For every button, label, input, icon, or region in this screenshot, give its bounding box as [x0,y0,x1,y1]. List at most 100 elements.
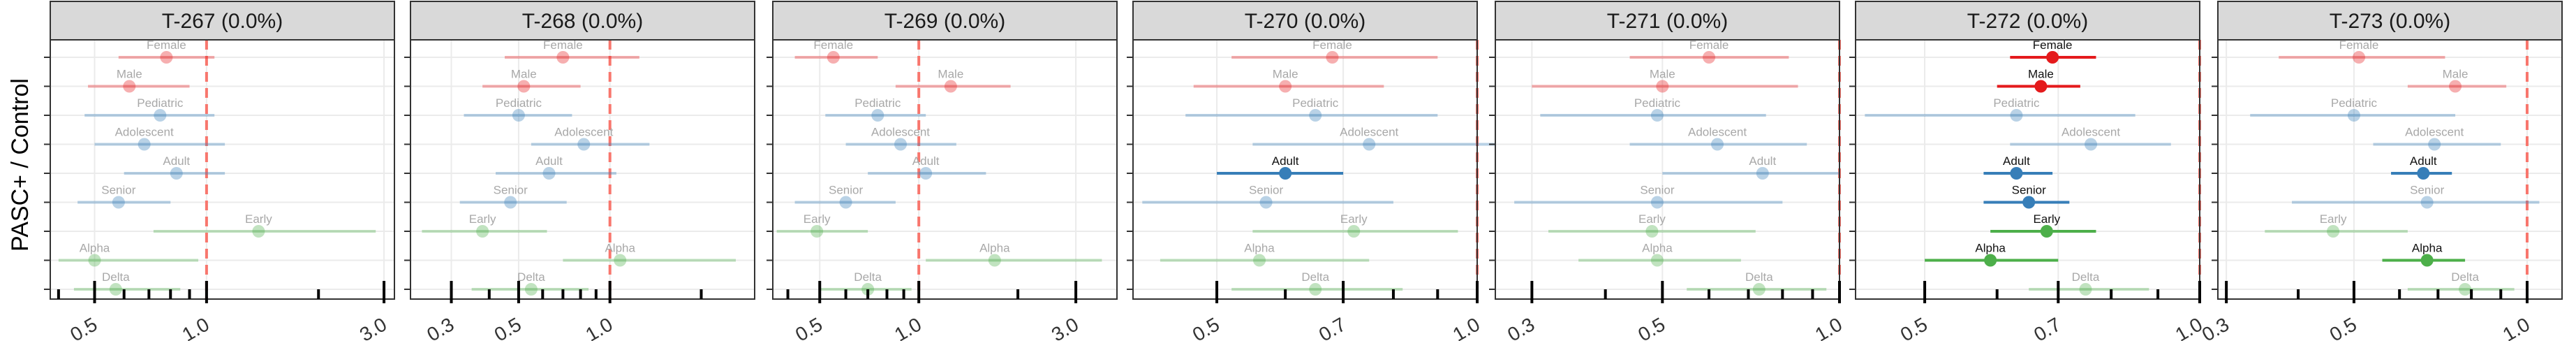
point-label: Early [1638,212,1666,226]
point-estimate [1656,80,1669,93]
point-estimate [871,109,884,122]
point-label: Female [813,38,853,52]
point-estimate [1309,109,1322,122]
point-label: Adolescent [2405,126,2464,139]
point-estimate [1259,196,1273,209]
point-estimate [252,225,265,238]
point-label: Female [2033,38,2073,52]
point-label: Male [1273,68,1298,81]
facet-panel: T-267 (0.0%) Female Male Pediatric Adolescen… [44,1,395,341]
point-label: Adolescent [554,126,613,139]
point-estimate [2085,138,2098,151]
point-estimate [2417,167,2430,180]
point-label: Early [804,212,831,226]
point-label: Female [1312,38,1352,52]
point-label: Early [245,212,272,226]
point-label: Pediatric [1993,96,2040,110]
point-estimate [1645,225,1659,238]
point-label: Male [1650,68,1675,81]
facet-panel: T-268 (0.0%) Female Male Pediatric Adolescen… [404,1,755,341]
point-label: Female [543,38,583,52]
point-estimate [512,109,525,122]
point-label: Alpha [80,242,110,255]
point-estimate [517,80,531,93]
facet-panel: T-271 (0.0%) Female Male Pediatric Adolescen… [1489,1,1846,341]
plot-area [2218,40,2562,299]
point-label: Pediatric [1634,96,1681,110]
point-estimate [2079,283,2092,296]
point-label: Male [2443,68,2468,81]
point-label: Adult [1272,154,1299,168]
point-label: Senior [1249,184,1283,197]
point-label: Adolescent [2061,126,2120,139]
point-estimate [2034,80,2048,93]
point-estimate [1703,51,1716,64]
facet-panel: T-270 (0.0%) Female Male Pediatric Adolescen… [1127,1,1496,341]
point-label: Pediatric [137,96,184,110]
point-estimate [944,80,957,93]
point-estimate [2040,225,2053,238]
point-label: Early [2033,212,2060,226]
facet-panel: T-269 (0.0%) Female Male Pediatric Adolescen… [767,1,1118,341]
point-label: Alpha [605,242,635,255]
point-label: Early [1340,212,1368,226]
point-estimate [2327,225,2340,238]
point-label: Alpha [1975,242,2006,255]
point-label: Male [511,68,537,81]
point-estimate [2347,109,2360,122]
point-estimate [577,138,591,151]
plot-area [410,40,755,299]
point-label: Female [147,38,186,52]
point-label: Adult [1749,154,1776,168]
facet-title: T-272 (0.0%) [1967,10,2088,33]
point-estimate [524,283,538,296]
point-estimate [1326,51,1339,64]
point-label: Senior [829,184,863,197]
point-estimate [1309,283,1322,296]
point-estimate [109,283,122,296]
point-label: Delta [1301,270,1329,284]
point-estimate [154,109,167,122]
point-label: Delta [517,270,545,284]
point-label: Delta [2072,270,2100,284]
point-estimate [894,138,907,151]
point-estimate [988,254,1001,267]
point-estimate [2010,167,2023,180]
point-estimate [810,225,824,238]
facet-panels: T-267 (0.0%) Female Male Pediatric Adolescen… [44,1,2563,341]
point-label: Adult [535,154,563,168]
point-estimate [839,196,852,209]
point-label: Pediatric [2331,96,2378,110]
point-label: Adult [2003,154,2030,168]
point-estimate [2010,109,2023,122]
facet-strip [50,1,395,41]
facet-panel: T-273 (0.0%) Female Male Pediatric Adolescen… [2198,1,2563,341]
point-label: Delta [102,270,130,284]
point-estimate [504,196,517,209]
point-estimate [827,51,840,64]
point-estimate [1650,109,1664,122]
point-estimate [2046,51,2059,64]
point-estimate [556,51,570,64]
point-label: Early [2320,212,2347,226]
plot-area [773,40,1117,299]
point-label: Delta [1745,270,1773,284]
point-label: Female [1689,38,1729,52]
plot-area [50,40,394,299]
point-label: Alpha [1244,242,1275,255]
point-label: Delta [854,270,882,284]
plot-area [1495,40,1840,299]
point-label: Female [2339,38,2379,52]
facet-panel: T-272 (0.0%) Female Male Pediatric Adolescen… [1849,1,2206,341]
point-label: Alpha [979,242,1010,255]
point-estimate [2449,80,2462,93]
point-estimate [1253,254,1266,267]
panel-border [772,39,1118,300]
point-label: Adult [2410,154,2437,168]
point-label: Adolescent [1688,126,1747,139]
point-label: Pediatric [1292,96,1339,110]
point-label: Alpha [2412,242,2443,255]
point-label: Male [938,68,963,81]
facet-title: T-268 (0.0%) [522,10,643,33]
